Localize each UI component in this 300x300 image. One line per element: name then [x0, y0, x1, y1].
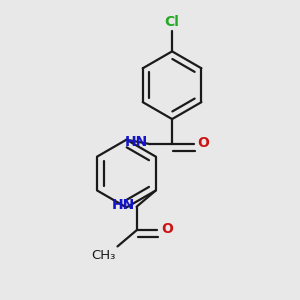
Text: HN: HN [124, 135, 148, 149]
Text: CH₃: CH₃ [92, 249, 116, 262]
Text: HN: HN [112, 198, 135, 212]
Text: O: O [161, 222, 172, 236]
Text: Cl: Cl [165, 15, 179, 29]
Text: O: O [198, 136, 210, 150]
